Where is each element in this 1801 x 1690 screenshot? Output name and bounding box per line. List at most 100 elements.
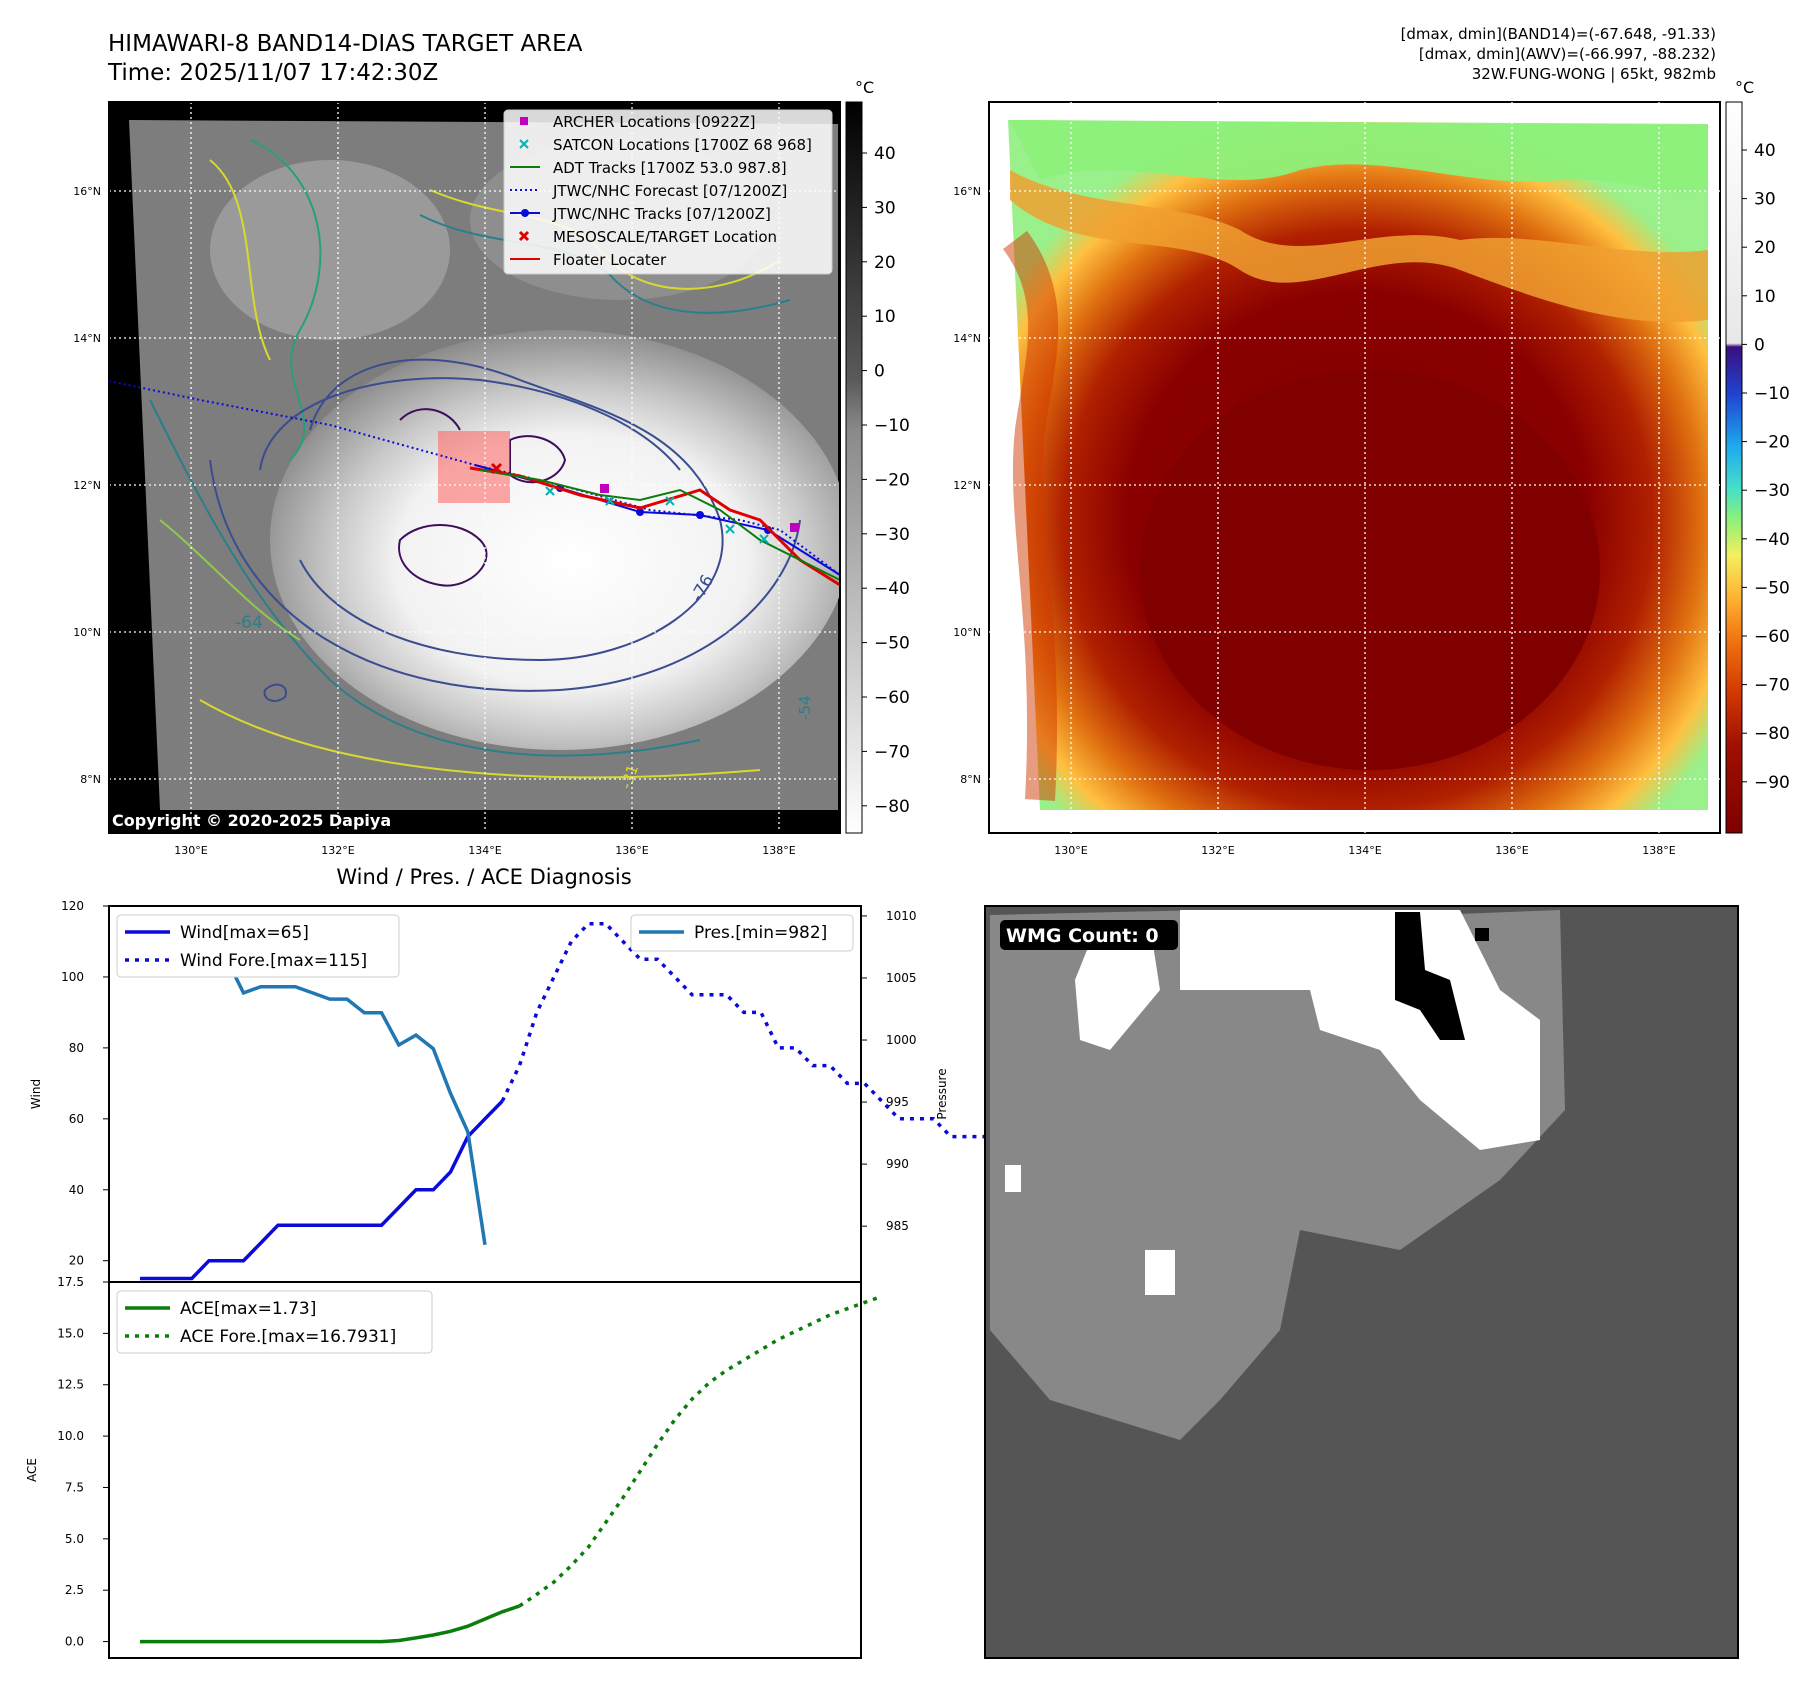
x-marker-icon xyxy=(519,139,529,149)
colorbar-tick-label: −20 xyxy=(874,470,910,490)
colorbar-unit: °C xyxy=(1735,78,1754,97)
colorbar-gradient xyxy=(1725,101,1743,834)
lat-label: 10°N xyxy=(953,626,981,639)
lat-label: 14°N xyxy=(953,332,981,345)
wind-legend: Wind[max=65] Wind Fore.[max=115] Pres.[m… xyxy=(116,914,854,978)
wind-ylabel: Wind xyxy=(29,1079,43,1109)
wind-ytick-label: 40 xyxy=(69,1183,84,1197)
wind-ytick-label: 20 xyxy=(69,1254,84,1268)
colorbar-tick-label: 20 xyxy=(874,253,896,273)
lat-label: 8°N xyxy=(960,773,981,786)
adt-track xyxy=(479,469,841,581)
lon-label: 138°E xyxy=(762,844,795,857)
colorbar-tick-label: −50 xyxy=(1754,578,1790,598)
lat-label: 16°N xyxy=(73,185,101,198)
colorbar-tick-label: −60 xyxy=(1754,627,1790,647)
colorbar-tick-label: 0 xyxy=(1754,335,1765,355)
colorbar-tick-label: 40 xyxy=(1754,141,1776,161)
archer-marker xyxy=(790,523,799,532)
contour-label: -64 xyxy=(235,613,263,633)
lat-label: 12°N xyxy=(73,479,101,492)
x-marker-icon xyxy=(518,230,530,242)
contour-label: -54 xyxy=(796,696,814,721)
legend-label: JTWC/NHC Tracks [07/1200Z] xyxy=(552,205,771,223)
legend-label: Wind Fore.[max=115] xyxy=(180,951,367,971)
lon-label: 132°E xyxy=(1201,844,1234,857)
lon-label: 134°E xyxy=(468,844,501,857)
wind-ytick-label: 120 xyxy=(61,899,84,913)
right-satellite-map xyxy=(988,101,1721,834)
info-line-2: [dmax, dmin](AWV)=(-66.997, -88.232) xyxy=(1419,45,1716,63)
colorbar-tick-label: −80 xyxy=(874,797,910,817)
lon-label: 134°E xyxy=(1348,844,1381,857)
right-colorbar: °C 40 30 20 10 0 −10 −20 −30 −40 −50 −60 −70 −80 −90 xyxy=(1725,78,1790,834)
wind-ytick-label: 100 xyxy=(61,970,84,984)
legend-box xyxy=(116,914,400,978)
ace-ytick-label: 15.0 xyxy=(57,1326,84,1340)
ace-ytick-label: 2.5 xyxy=(65,1583,84,1597)
diagnosis-title: Wind / Pres. / ACE Diagnosis xyxy=(336,865,631,889)
satcon-markers xyxy=(545,486,769,544)
legend-box xyxy=(630,914,854,952)
lon-label: 136°E xyxy=(615,844,648,857)
colorbar-tick-label: −40 xyxy=(874,579,910,599)
left-colorbar: °C 40 30 20 10 0 −10 −20 −30 −40 −50 −60 −70 −80 xyxy=(845,78,910,834)
colorbar-tick-label: −20 xyxy=(1754,433,1790,453)
wmg-region xyxy=(1075,925,1160,1050)
wmg-region xyxy=(1395,912,1465,1040)
colorbar-tick-label: 20 xyxy=(1754,238,1776,258)
legend-label: JTWC/NHC Forecast [07/1200Z] xyxy=(552,182,787,200)
legend-label: ACE[max=1.73] xyxy=(180,1299,316,1319)
archer-marker xyxy=(600,484,609,493)
ace-legend: ACE[max=1.73] ACE Fore.[max=16.7931] xyxy=(116,1290,433,1354)
lat-label: 8°N xyxy=(80,773,101,786)
colorbar-tick-label: −50 xyxy=(874,634,910,654)
ace-forecast-line xyxy=(518,1294,883,1608)
ace-ytick-label: 17.5 xyxy=(57,1275,84,1289)
wind-ytick-label: 60 xyxy=(69,1112,84,1126)
lon-label: 136°E xyxy=(1495,844,1528,857)
lat-label: 10°N xyxy=(73,626,101,639)
dot-marker-icon xyxy=(521,209,529,217)
legend-box xyxy=(503,109,833,275)
colorbar-tick-label: −70 xyxy=(874,742,910,762)
floater-locater-track xyxy=(469,466,841,587)
map-axis-labels: 16°N 16°N 14°N 14°N 12°N 12°N 10°N 10°N 8°N 8°N 13… xyxy=(73,185,1676,857)
pressure-ytick-label: 1005 xyxy=(886,971,917,985)
colorbar-tick-label: −40 xyxy=(1754,530,1790,550)
wmg-region xyxy=(1180,910,1540,1150)
info-line-3: 32W.FUNG-WONG | 65kt, 982mb xyxy=(1472,65,1716,83)
legend-label: Floater Locater xyxy=(553,251,667,269)
wind-ytick-label: 80 xyxy=(69,1041,84,1055)
left-map-frame xyxy=(108,101,841,834)
wmg-count-badge xyxy=(1000,920,1178,950)
pressure-ytick-label: 1000 xyxy=(886,1033,917,1047)
jtwc-point xyxy=(636,508,644,516)
pressure-ytick-label: 1010 xyxy=(886,909,917,923)
colorbar-tick-label: −30 xyxy=(1754,481,1790,501)
colorbar-tick-label: −70 xyxy=(1754,676,1790,696)
left-storm-cloud xyxy=(270,330,840,750)
colorbar-tick-label: −30 xyxy=(874,525,910,545)
ace-ylabel: ACE xyxy=(25,1458,39,1482)
wind-line xyxy=(140,1099,504,1281)
colorbar-tick-label: −10 xyxy=(1754,384,1790,404)
mesoscale-target-marker xyxy=(490,462,503,475)
ace-ytick-label: 7.5 xyxy=(65,1480,84,1494)
left-satellite-map: -76 -64 -54 -31 ARCHER Lo xyxy=(108,101,841,834)
wmg-panel: WMG Count: 0 xyxy=(984,905,1739,1659)
legend-box xyxy=(116,1290,433,1354)
colorbar-tick-label: 30 xyxy=(874,198,896,218)
legend-label: SATCON Locations [1700Z 68 968] xyxy=(553,136,812,154)
wmg-region xyxy=(1475,928,1489,941)
wmg-count-label: WMG Count: 0 xyxy=(1006,925,1159,947)
colorbar-tick-label: 30 xyxy=(1754,190,1776,210)
legend-label: ARCHER Locations [0922Z] xyxy=(553,113,756,131)
lon-label: 130°E xyxy=(174,844,207,857)
ace-ytick-label: 0.0 xyxy=(65,1635,84,1649)
legend-label: Wind[max=65] xyxy=(180,923,309,943)
colorbar-tick-label: −10 xyxy=(874,416,910,436)
colorbar-unit: °C xyxy=(855,78,874,97)
lat-label: 12°N xyxy=(953,479,981,492)
